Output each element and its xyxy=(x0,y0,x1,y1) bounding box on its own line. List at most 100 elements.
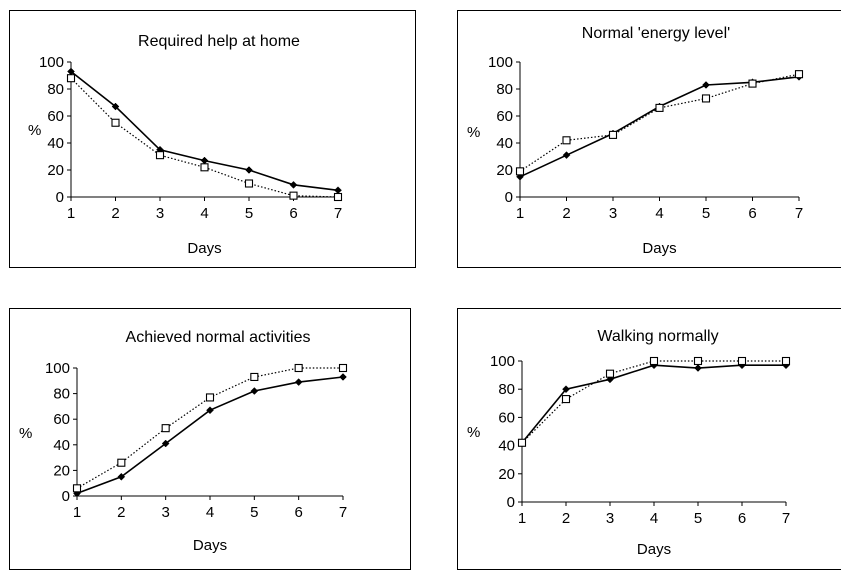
series-1-point xyxy=(117,472,126,481)
x-tick-label: 2 xyxy=(117,504,125,521)
chart-title: Walking normally xyxy=(597,328,718,345)
x-tick-label: 6 xyxy=(748,205,756,222)
series-2-point xyxy=(605,369,615,378)
chart-title: Achieved normal activities xyxy=(126,329,311,346)
series-1-point xyxy=(289,180,298,189)
chart-panel-walking-normally: Walking normally 0 20 40 60 80 100 1 2 3 4 5 6 7% Days xyxy=(457,308,841,570)
y-tick-label: 40 xyxy=(53,437,70,454)
series-2-point xyxy=(701,94,711,103)
series-2-point xyxy=(693,356,703,366)
chart-help-at-home: Required help at home 0 20 40 60 80 100 1 2 3 4 5 6 7… xyxy=(28,33,343,257)
series-1-point xyxy=(562,385,570,394)
series-2-point xyxy=(561,395,571,404)
x-tick-label: 4 xyxy=(200,205,208,222)
y-tick-label: 60 xyxy=(53,411,70,428)
series-1-point xyxy=(200,156,209,165)
y-tick-label: 20 xyxy=(53,462,70,479)
y-tick-label: 60 xyxy=(498,409,515,426)
y-axis-label: % xyxy=(467,124,480,141)
y-tick-label: 80 xyxy=(53,386,70,403)
series-2-point xyxy=(608,130,618,139)
series-2-point xyxy=(161,424,170,433)
chart-panel-energy-level: Normal 'energy level' 0 20 40 60 80 100 1 2 3 4 5 6 7… xyxy=(457,10,841,268)
series-2-point xyxy=(289,191,298,200)
series-1-point xyxy=(161,439,170,448)
y-tick-label: 100 xyxy=(45,360,70,377)
x-tick-label: 1 xyxy=(67,205,75,222)
series-2-point xyxy=(781,356,791,366)
y-axis-label: % xyxy=(28,122,41,139)
x-tick-label: 7 xyxy=(334,205,342,222)
series-2-point xyxy=(72,484,82,493)
y-tick-label: 40 xyxy=(47,135,64,152)
series-2-point xyxy=(244,179,254,188)
series-1-point xyxy=(562,151,571,160)
x-tick-label: 7 xyxy=(782,510,790,527)
series-2-point xyxy=(655,103,664,112)
chart-panel-help-at-home: Required help at home 0 20 40 60 80 100 1 2 3 4 5 6 7… xyxy=(9,10,416,268)
series-1-point xyxy=(206,406,214,415)
x-tick-label: 1 xyxy=(516,205,524,222)
x-tick-label: 2 xyxy=(562,205,570,222)
series-2-point xyxy=(737,356,747,366)
y-tick-label: 80 xyxy=(498,381,515,398)
chart-title: Required help at home xyxy=(138,33,300,50)
y-tick-label: 80 xyxy=(47,81,64,98)
series-2-point xyxy=(205,393,215,402)
series-1-point xyxy=(694,364,702,372)
y-tick-label: 100 xyxy=(490,353,515,370)
y-tick-label: 0 xyxy=(62,488,70,505)
x-tick-label: 2 xyxy=(562,510,570,527)
series-2-point xyxy=(333,192,343,202)
x-tick-label: 1 xyxy=(518,510,526,527)
x-tick-label: 1 xyxy=(73,504,81,521)
y-tick-label: 80 xyxy=(496,81,513,98)
series-2-point xyxy=(515,167,525,176)
chart-panel-normal-activities: Achieved normal activities 0 20 40 60 80 100 1 2… xyxy=(9,308,411,570)
x-tick-label: 2 xyxy=(111,205,119,222)
series-2-point xyxy=(748,79,757,88)
series-2-point xyxy=(562,136,571,145)
y-tick-label: 20 xyxy=(496,162,513,179)
x-tick-label: 4 xyxy=(655,205,663,222)
x-tick-label: 5 xyxy=(245,205,253,222)
series-2-point xyxy=(517,438,527,447)
y-tick-label: 60 xyxy=(496,108,513,125)
series-2-point xyxy=(117,458,126,467)
x-tick-label: 7 xyxy=(339,504,347,521)
y-tick-label: 100 xyxy=(39,54,64,71)
series-2-point xyxy=(66,74,76,83)
series-2-point xyxy=(649,356,659,366)
y-tick-label: 100 xyxy=(488,54,513,71)
x-tick-label: 3 xyxy=(609,205,617,222)
y-tick-label: 60 xyxy=(47,108,64,125)
series-2-line xyxy=(521,360,786,444)
x-tick-label: 6 xyxy=(294,504,302,521)
y-tick-label: 0 xyxy=(507,494,515,511)
series-2-point xyxy=(294,363,303,373)
series-2-point xyxy=(250,372,259,382)
y-tick-label: 40 xyxy=(496,135,513,152)
series-2-point xyxy=(155,151,165,160)
x-tick-label: 7 xyxy=(795,205,803,222)
chart-energy-level: Normal 'energy level' 0 20 40 60 80 100 1 2 3 4 5 6 7… xyxy=(467,25,803,257)
x-tick-label: 4 xyxy=(650,510,658,527)
x-tick-label: 5 xyxy=(694,510,702,527)
series-2-line xyxy=(76,367,343,489)
x-tick-label: 5 xyxy=(250,504,258,521)
series-1-point xyxy=(702,81,710,89)
x-tick-label: 3 xyxy=(156,205,164,222)
y-tick-label: 40 xyxy=(498,438,515,455)
series-2-line xyxy=(70,77,339,198)
series-1-point xyxy=(334,186,342,195)
series-1-point xyxy=(339,373,347,381)
series-2-point xyxy=(200,163,209,172)
x-tick-label: 3 xyxy=(606,510,614,527)
y-tick-label: 20 xyxy=(498,466,515,483)
y-tick-label: 0 xyxy=(56,189,64,206)
x-tick-label: 3 xyxy=(161,504,169,521)
series-1-point xyxy=(294,378,303,386)
series-1-line xyxy=(519,76,800,178)
series-1-line xyxy=(70,70,339,192)
series-2-point xyxy=(338,363,348,373)
